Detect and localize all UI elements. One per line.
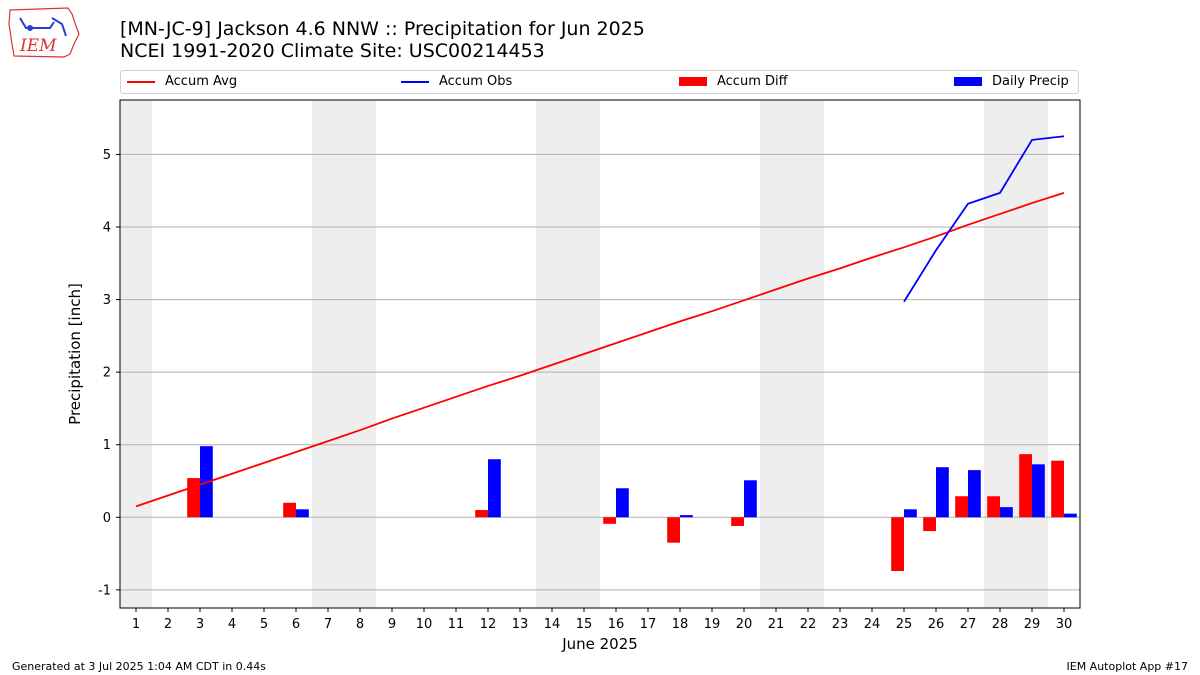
accum-diff-bar [603,517,616,524]
iem-logo: IEM [6,4,82,64]
legend-item-accum-diff: Accum Diff [679,74,788,89]
y-tick-label: -1 [98,583,111,598]
y-tick-label: 2 [103,366,111,381]
accum-avg-line [135,192,1065,508]
x-tick-label: 3 [196,617,204,632]
accum-diff-bar [1051,460,1064,518]
legend-label: Accum Avg [165,74,238,89]
x-tick-label: 12 [480,617,497,632]
footer-generated: Generated at 3 Jul 2025 1:04 AM CDT in 0… [12,660,266,673]
x-tick-label: 1 [132,617,140,632]
weekend-band [760,100,824,608]
x-tick-label: 22 [800,617,817,632]
x-tick-label: 15 [576,617,593,632]
daily-precip-bar [680,515,693,518]
x-tick-label: 18 [672,617,689,632]
weekend-band [120,100,152,608]
chart-title: [MN-JC-9] Jackson 4.6 NNW :: Precipitati… [120,18,645,40]
chart-subtitle: NCEI 1991-2020 Climate Site: USC00214453 [120,40,545,62]
legend-patch-red-icon [679,77,707,86]
legend-line-red-icon [127,80,155,83]
legend-patch-blue-icon [954,77,982,86]
legend-line-blue-icon [401,80,429,83]
x-axis-label: June 2025 [561,635,638,653]
daily-precip-bar [488,459,501,518]
svg-text:IEM: IEM [19,36,57,56]
accum-obs-line [903,135,1065,303]
x-tick-label: 24 [864,617,881,632]
x-tick-label: 26 [928,617,945,632]
x-tick-label: 29 [1024,617,1041,632]
x-tick-label: 5 [260,617,268,632]
daily-precip-bar [904,509,917,518]
x-tick-label: 30 [1056,617,1073,632]
footer-app: IEM Autoplot App #17 [1066,660,1189,673]
y-tick-label: 4 [103,221,111,236]
accum-diff-bar [891,517,904,571]
weekend-band [536,100,600,608]
x-tick-label: 11 [448,617,465,632]
y-tick-label: 5 [103,148,111,163]
x-tick-label: 21 [768,617,785,632]
y-tick-label: 1 [103,438,111,453]
y-axis-label: Precipitation [inch] [66,283,84,425]
daily-precip-bar [1064,513,1077,518]
x-tick-label: 4 [228,617,236,632]
daily-precip-bar [968,470,981,518]
x-tick-label: 27 [960,617,977,632]
legend-item-accum-avg: Accum Avg [127,74,237,89]
weekend-band [984,100,1048,608]
x-tick-label: 19 [704,617,721,632]
accum-diff-bar [283,502,296,518]
x-tick-label: 25 [896,617,913,632]
daily-precip-bar [616,488,629,518]
accum-diff-bar [187,478,200,518]
accum-diff-bar [475,510,488,518]
legend-label: Accum Obs [439,74,513,89]
legend-label: Daily Precip [992,74,1069,89]
x-tick-label: 13 [512,617,529,632]
x-tick-label: 14 [544,617,561,632]
daily-precip-bar [744,480,757,518]
iowa-state-map-logo-icon: IEM [8,7,80,58]
accum-diff-bar [731,517,744,526]
daily-precip-bar [1000,507,1013,518]
x-tick-label: 8 [356,617,364,632]
legend-item-daily-precip: Daily Precip [954,74,1069,89]
x-tick-label: 7 [324,617,332,632]
x-tick-label: 23 [832,617,849,632]
x-tick-label: 9 [388,617,396,632]
weekend-band [312,100,376,608]
y-tick-label: 3 [103,293,111,308]
accum-diff-bar [1019,454,1032,518]
daily-precip-bar [936,467,949,518]
daily-precip-bar [296,509,309,518]
legend: Accum Avg Accum Obs Accum Diff Daily Pre… [120,70,1079,94]
plot-frame [119,99,1081,609]
x-tick-label: 2 [164,617,172,632]
legend-label: Accum Diff [717,74,788,89]
y-tick-label: 0 [103,511,111,526]
accum-diff-bar [955,496,968,518]
accum-diff-bar [987,496,1000,518]
x-tick-label: 28 [992,617,1009,632]
x-tick-label: 20 [736,617,753,632]
accum-diff-bar [923,517,936,532]
x-tick-label: 16 [608,617,625,632]
legend-item-accum-obs: Accum Obs [401,74,512,89]
x-tick-label: 17 [640,617,657,632]
daily-precip-bar [1032,464,1045,518]
accum-diff-bar [667,517,680,543]
x-tick-label: 10 [416,617,433,632]
x-tick-label: 6 [292,617,300,632]
